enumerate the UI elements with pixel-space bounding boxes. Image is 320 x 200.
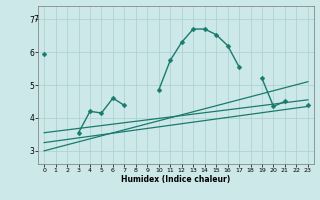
Text: 7: 7 <box>34 15 38 24</box>
X-axis label: Humidex (Indice chaleur): Humidex (Indice chaleur) <box>121 175 231 184</box>
